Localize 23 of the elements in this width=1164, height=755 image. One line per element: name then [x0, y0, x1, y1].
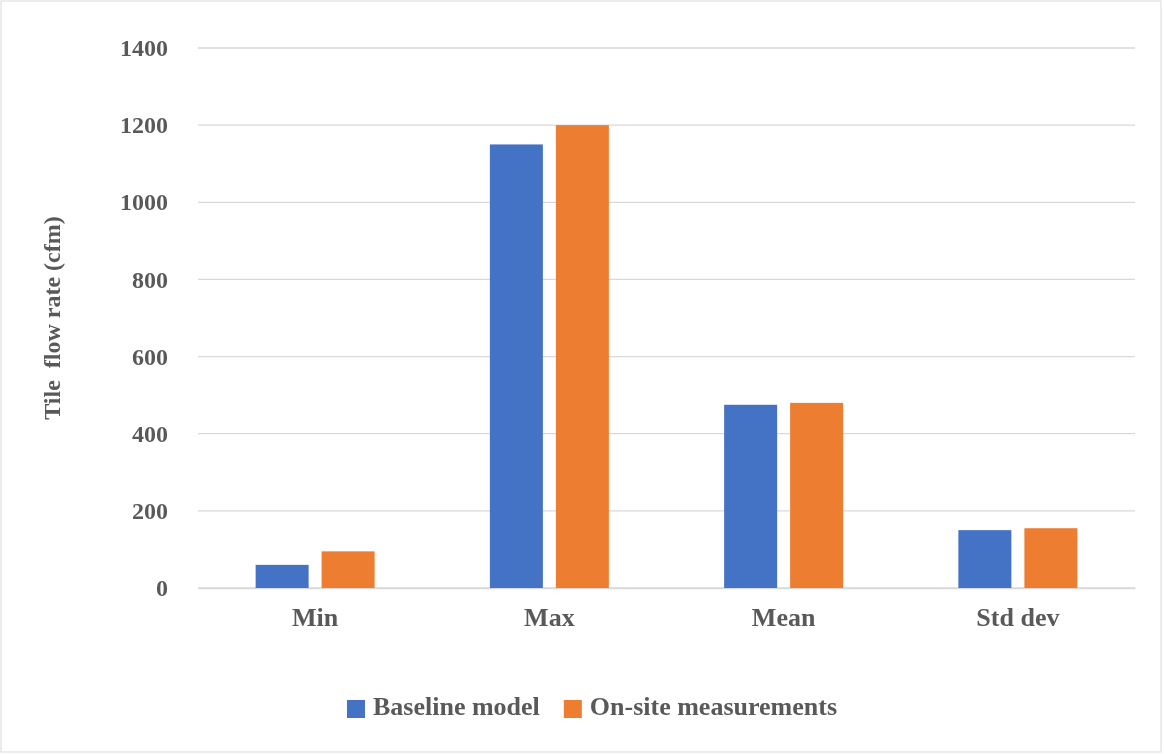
y-tick-label: 400 [132, 420, 168, 447]
x-tick-label: Mean [751, 603, 816, 633]
x-tick-label: Max [524, 603, 575, 633]
y-tick-label: 1000 [120, 189, 168, 216]
x-tick-label: Std dev [976, 603, 1060, 633]
legend-label: On-site measurements [589, 692, 838, 721]
y-tick-label: 1200 [120, 112, 168, 139]
x-tick-label: Min [292, 603, 339, 633]
y-tick-label: 800 [132, 266, 168, 293]
y-tick-label: 600 [132, 343, 168, 370]
legend-label: Baseline model [372, 692, 540, 721]
y-tick-label: 0 [156, 575, 168, 602]
y-axis-title: Tile flow rate (cfm) [39, 216, 65, 420]
y-tick-label: 200 [132, 498, 168, 525]
bar [555, 125, 609, 588]
y-tick-label: 1400 [120, 35, 168, 62]
bar [321, 551, 375, 588]
bar [724, 404, 778, 588]
bar [958, 530, 1012, 588]
bar [1024, 528, 1078, 588]
bar [489, 144, 543, 588]
bar [255, 564, 309, 588]
bar [790, 402, 844, 588]
